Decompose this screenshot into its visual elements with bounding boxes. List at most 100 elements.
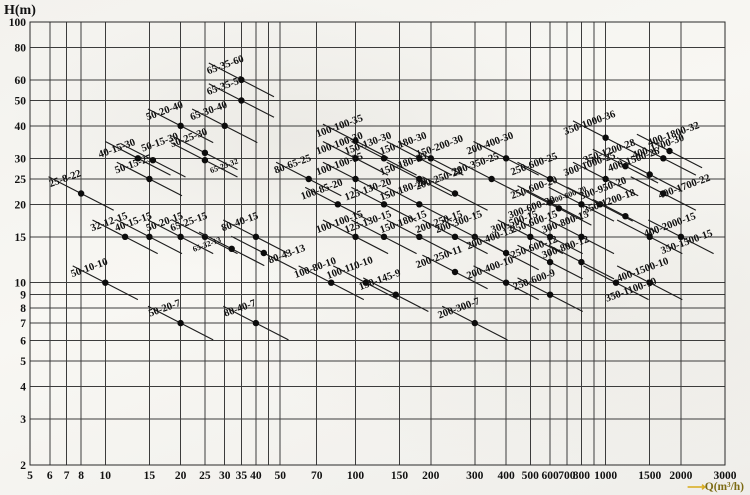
pump-duty-point: [546, 175, 554, 183]
pump-model-label: 80-40-15: [220, 211, 260, 235]
x-tick-label: 1500: [638, 470, 661, 482]
x-tick-label: 700: [558, 470, 576, 482]
x-tick-label: 25: [199, 470, 211, 482]
pump-duty-point: [502, 279, 510, 286]
y-tick-label: 15: [15, 232, 27, 244]
grid: [29, 21, 726, 466]
pump-duty-point: [416, 155, 423, 162]
x-tick-label: 5: [27, 470, 33, 482]
pump-model-label: 80-65-25: [273, 153, 313, 177]
pump-duty-point: [602, 175, 609, 183]
pump-duty-point: [134, 155, 142, 162]
pump-duty-point: [451, 268, 459, 276]
pump-duty-point: [416, 233, 423, 240]
pump-duty-point: [546, 233, 554, 240]
pump-duty-point: [102, 279, 109, 286]
pump-duty-point: [578, 201, 585, 208]
pump-curve: 200-300-7: [437, 296, 508, 341]
pump-model-label: 25-8-22: [48, 168, 83, 190]
pump-duty-point: [392, 291, 399, 298]
pump-model-label: 80-40-7: [223, 298, 258, 320]
pump-duty-point: [177, 122, 184, 129]
pump-model-label: 200-350-25: [451, 151, 501, 178]
pump-duty-point: [646, 279, 653, 286]
pump-duty-point: [328, 279, 335, 286]
pump-duty-point: [362, 279, 369, 286]
x-tick-labels: 5 6 7 8 10 15 20 25 30 35 40 50 70 100 150 200 300 400 500…: [27, 470, 737, 482]
pump-model-label: 400-1700-22: [657, 173, 712, 202]
x-axis-title: ⟶ Q(m³/h): [687, 480, 744, 493]
pump-duty-point: [660, 190, 667, 197]
pump-duty-point: [622, 213, 629, 220]
pump-duty-point: [238, 76, 245, 84]
y-tick-label: 6: [20, 336, 26, 348]
pump-duty-point: [352, 155, 359, 162]
pump-duty-point: [660, 155, 667, 162]
pump-duty-point: [252, 319, 260, 327]
pump-duty-point: [177, 233, 184, 240]
y-tick-label: 2: [20, 460, 26, 472]
pump-duty-point: [201, 149, 209, 156]
x-tick-label: 3000: [714, 470, 737, 482]
x-tick-label: 10: [100, 470, 112, 482]
x-tick-label: 20: [175, 470, 187, 482]
pump-model-label: 200-400-10: [465, 255, 515, 282]
q-axis-arrow-icon: ⟶: [687, 479, 706, 494]
pump-model-label: 50-20-7: [147, 298, 182, 320]
pump-duty-point: [334, 201, 341, 208]
pump-duty-point: [177, 319, 184, 327]
pump-duty-point: [612, 279, 620, 286]
pump-model-label: 50-20-40: [145, 100, 185, 124]
pump-model-label: 250-600-25: [509, 151, 559, 178]
x-axis-title-text: Q(m³/h): [704, 480, 744, 493]
pump-duty-point: [146, 233, 153, 240]
pump-model-label: 200-250-11: [415, 244, 464, 271]
pump-duty-point: [578, 258, 585, 266]
pump-duty-point: [527, 233, 534, 240]
x-tick-label: 150: [391, 470, 409, 482]
pump-duty-point: [451, 190, 459, 197]
pump-duty-point: [352, 175, 359, 183]
x-tick-label: 100: [347, 470, 365, 482]
y-tick-label: 50: [15, 96, 27, 108]
y-tick-label: 20: [15, 199, 27, 211]
x-tick-label: 35: [236, 470, 248, 482]
x-tick-label: 30: [219, 470, 231, 482]
x-tick-label: 1000: [594, 470, 617, 482]
x-tick-label: 800: [573, 470, 591, 482]
y-tick-label: 9: [20, 290, 26, 302]
x-tick-label: 400: [497, 470, 515, 482]
pump-duty-point: [416, 175, 423, 183]
pump-duty-point: [221, 122, 228, 129]
pump-duty-point: [380, 155, 388, 162]
pump-duty-point: [677, 233, 685, 240]
pump-duty-point: [427, 155, 434, 162]
y-tick-label: 5: [20, 356, 26, 368]
y-tick-label: 7: [20, 318, 26, 330]
y-tick-label: 100: [9, 17, 27, 29]
pump-curve: 200-250-22: [414, 166, 488, 211]
y-tick-label: 8: [20, 303, 26, 315]
pump-duty-point: [252, 233, 260, 240]
pump-duty-point: [305, 175, 312, 183]
pump-duty-point: [502, 249, 510, 257]
pump-model-label: 100-85-20: [300, 177, 345, 202]
pump-curve: 50-10-10: [69, 257, 139, 301]
y-tick-label: 60: [15, 75, 27, 87]
pump-model-label: 150-145-9: [358, 268, 403, 293]
x-tick-label: 8: [78, 470, 84, 482]
y-tick-label: 3: [20, 414, 26, 426]
pump-duty-point: [546, 258, 554, 266]
x-tick-label: 500: [522, 470, 540, 482]
x-tick-label: 7: [64, 470, 70, 482]
x-tick-label: 6: [47, 470, 53, 482]
pump-duty-point: [149, 157, 157, 164]
x-tick-label: 200: [422, 470, 440, 482]
pump-duty-point: [666, 147, 673, 155]
pump-duty-point: [416, 201, 423, 208]
pump-duty-point: [146, 175, 153, 183]
pump-model-label: 350-1500-15: [659, 228, 714, 257]
pump-model-label: 50-10-10: [69, 257, 109, 281]
